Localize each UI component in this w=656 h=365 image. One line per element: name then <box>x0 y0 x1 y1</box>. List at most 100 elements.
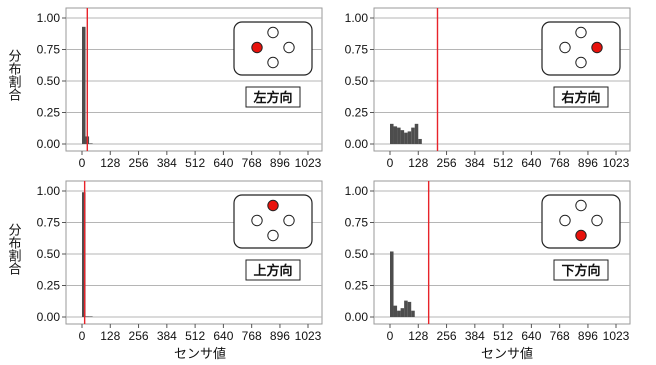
y-tick-label: 0.75 <box>345 216 369 230</box>
x-tick-label: 1023 <box>603 156 630 170</box>
x-tick-label: 128 <box>408 156 428 170</box>
histogram-bar <box>407 301 412 317</box>
sensor-dot-bottom <box>575 56 587 69</box>
x-tick-label: 128 <box>408 329 428 343</box>
sensor-dot-bottom <box>267 229 279 242</box>
x-tick-label: 640 <box>521 329 541 343</box>
x-tick-label: 768 <box>242 329 262 343</box>
x-tick-label: 768 <box>550 156 570 170</box>
histogram-bar <box>393 126 398 144</box>
histogram-bar <box>397 310 401 317</box>
y-tick-label: 0.25 <box>37 279 61 293</box>
x-tick-label: 384 <box>157 329 177 343</box>
direction-label: 左方向 <box>253 90 292 106</box>
y-tick-label: 0.50 <box>37 74 61 88</box>
joystick-diagram <box>233 194 313 249</box>
histogram-bar <box>404 132 408 144</box>
y-tick-label: 1.00 <box>345 184 369 198</box>
y-tick-label: 0.50 <box>37 247 61 261</box>
histogram-bar <box>82 192 86 317</box>
chart-panel-2: 0.00 0.25 0.50 0.75 1.00 0 128 256 384 512 640 768 8… <box>345 7 631 170</box>
sensor-dot-top <box>575 26 587 39</box>
y-tick-label: 1.00 <box>345 11 369 25</box>
x-tick-label: 256 <box>437 329 457 343</box>
sensor-dot-right <box>283 41 295 54</box>
sensor-dot-top <box>267 26 279 39</box>
y-tick-label: 0.00 <box>345 137 369 151</box>
histogram-bar <box>418 138 422 144</box>
direction-label: 上方向 <box>253 263 292 279</box>
y-axis-label-top: 分布割合 <box>6 49 22 101</box>
x-tick-label: 256 <box>129 156 149 170</box>
y-tick-label: 0.25 <box>345 279 369 293</box>
histogram-bar <box>404 300 408 317</box>
joystick-diagram <box>233 21 313 76</box>
x-tick-label: 1023 <box>295 156 322 170</box>
chart-panel-3: 0.00 0.25 0.50 0.75 1.00 0 128 256 384 512 640 768 8… <box>37 180 323 343</box>
x-tick-label: 896 <box>578 329 598 343</box>
y-tick-label: 0.50 <box>345 74 369 88</box>
sensor-dot-left <box>559 214 571 227</box>
y-tick-label: 0.00 <box>37 137 61 151</box>
histogram-bar <box>397 127 401 144</box>
x-axis-label-left: センサ値 <box>174 346 226 362</box>
x-tick-label: 640 <box>213 156 233 170</box>
sensor-dot-bottom-active <box>575 229 587 242</box>
y-tick-label: 0.00 <box>345 310 369 324</box>
histogram-bar <box>82 26 86 144</box>
sensor-dot-left-active <box>251 41 263 54</box>
y-tick-label: 0.25 <box>37 106 61 120</box>
histogram-bar <box>390 251 394 317</box>
x-tick-label: 0 <box>79 329 86 343</box>
x-tick-label: 0 <box>79 156 86 170</box>
x-tick-label: 384 <box>465 329 485 343</box>
y-tick-label: 1.00 <box>37 184 61 198</box>
y-tick-label: 0.25 <box>345 106 369 120</box>
histogram-bar <box>411 310 415 317</box>
histogram-bar <box>89 316 93 317</box>
y-tick-label: 0.50 <box>345 247 369 261</box>
histogram-bar <box>400 308 405 317</box>
y-tick-label: 1.00 <box>37 11 61 25</box>
direction-label: 右方向 <box>560 90 600 106</box>
direction-label-box <box>245 86 301 108</box>
x-tick-label: 512 <box>185 156 205 170</box>
x-tick-label: 0 <box>387 156 394 170</box>
x-tick-label: 128 <box>100 156 120 170</box>
histogram-bar <box>393 305 398 317</box>
sensor-dot-right-active <box>591 41 603 54</box>
chart-panel-1: 0.00 0.25 0.50 0.75 1.00 0 128 256 384 512 640 768 8… <box>37 7 323 170</box>
histogram-bar <box>85 316 90 317</box>
joystick-diagram <box>541 194 621 249</box>
y-tick-label: 0.00 <box>37 310 61 324</box>
y-axis-label-bottom: 分布割合 <box>6 223 22 275</box>
chart-panel-4: 0.00 0.25 0.50 0.75 1.00 0 128 256 384 512 640 768 8… <box>345 180 631 343</box>
x-tick-label: 384 <box>465 156 485 170</box>
sensor-dot-bottom <box>267 56 279 69</box>
histogram-bar <box>390 123 394 144</box>
x-tick-label: 768 <box>242 156 262 170</box>
x-tick-label: 128 <box>100 329 120 343</box>
x-tick-label: 1023 <box>603 329 630 343</box>
x-tick-label: 0 <box>387 329 394 343</box>
histogram-bar <box>89 143 93 144</box>
x-tick-label: 896 <box>270 329 290 343</box>
x-tick-label: 256 <box>437 156 457 170</box>
x-tick-label: 512 <box>493 329 513 343</box>
x-tick-label: 512 <box>185 329 205 343</box>
x-tick-label: 640 <box>521 156 541 170</box>
sensor-dot-right <box>283 214 295 227</box>
histogram-bar <box>414 123 419 144</box>
sensor-dot-top <box>575 199 587 212</box>
x-tick-label: 512 <box>493 156 513 170</box>
x-tick-label: 384 <box>157 156 177 170</box>
direction-label-box <box>553 86 609 108</box>
direction-label-box <box>245 259 301 281</box>
y-tick-label: 0.75 <box>37 216 61 230</box>
histogram-bar <box>400 130 405 144</box>
y-tick-label: 0.75 <box>37 43 61 57</box>
histogram-bar <box>407 131 412 144</box>
x-tick-label: 896 <box>270 156 290 170</box>
x-tick-label: 640 <box>213 329 233 343</box>
